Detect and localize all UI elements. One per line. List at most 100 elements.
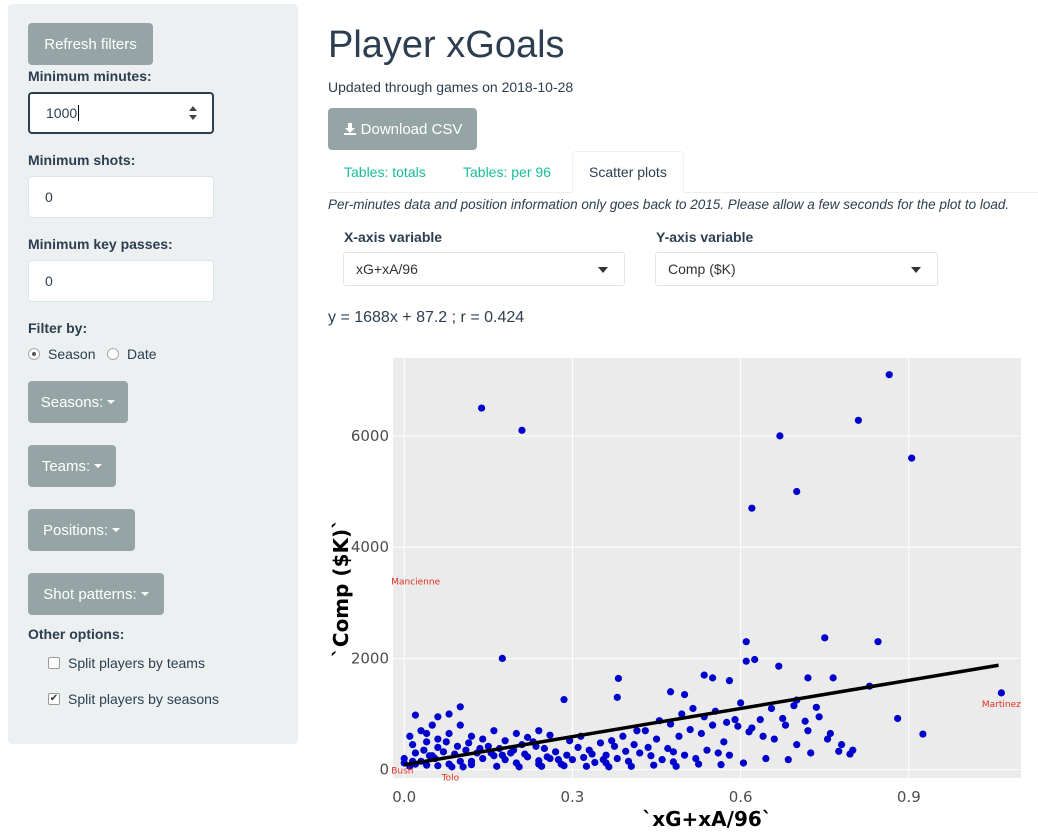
scatter-point	[885, 371, 893, 379]
scatter-point	[627, 762, 635, 770]
scatter-point	[775, 662, 783, 670]
scatter-point	[543, 753, 551, 761]
scatter-point	[680, 751, 689, 759]
scatter-point	[546, 731, 554, 739]
other-options-label: Other options:	[28, 626, 125, 642]
seasons-dropdown-button[interactable]: Seasons:	[28, 381, 128, 423]
scatter-point	[829, 674, 837, 682]
plot-panel	[393, 358, 1021, 778]
scatter-point	[465, 739, 473, 747]
y-tick-label: 0	[379, 761, 389, 779]
x-tick-label: 0.0	[392, 788, 416, 806]
scatter-point	[664, 744, 672, 753]
player-annotation: Tolo	[441, 773, 460, 783]
scatter-point	[411, 749, 420, 757]
scatter-point	[790, 702, 798, 710]
y-tick-label: 2000	[351, 649, 389, 667]
scatter-point	[720, 738, 728, 746]
split-teams-checkbox[interactable]: Split players by teams	[48, 655, 205, 671]
scatter-point	[518, 426, 526, 434]
scatter-point	[666, 688, 675, 696]
scatter-point	[563, 751, 571, 759]
scatter-point	[647, 752, 655, 760]
split-seasons-checkbox[interactable]: ✔ Split players by seasons	[48, 691, 219, 707]
filter-by-label: Filter by:	[28, 320, 88, 336]
scatter-point	[854, 416, 862, 424]
min-minutes-input[interactable]: 1000	[28, 92, 214, 134]
scatter-point	[560, 762, 568, 770]
scatter-point	[501, 737, 509, 745]
scatter-point	[669, 748, 677, 756]
scatter-point	[776, 432, 784, 440]
scatter-point	[439, 748, 448, 756]
scatter-point	[756, 715, 764, 724]
scatter-point	[535, 760, 543, 768]
scatter-point	[456, 703, 464, 711]
scatter-point	[417, 727, 425, 735]
positions-dropdown-button[interactable]: Positions:	[28, 509, 135, 551]
refresh-filters-button[interactable]: Refresh filters	[28, 23, 153, 65]
min-keypasses-input[interactable]: 0	[28, 260, 214, 302]
scatter-point	[745, 728, 753, 736]
scatter-point	[423, 738, 431, 746]
y-axis-select[interactable]: Comp ($K)	[655, 252, 938, 286]
y-axis-select-label: Y-axis variable	[656, 229, 754, 245]
scatter-point	[697, 729, 705, 738]
scatter-point	[467, 732, 476, 740]
scatter-point	[804, 674, 812, 682]
scatter-point	[596, 739, 605, 747]
radio-season[interactable]: Season	[28, 346, 95, 362]
tab-totals[interactable]: Tables: totals	[328, 151, 442, 193]
dropdown-arrow-icon	[911, 267, 921, 273]
scatter-point	[459, 763, 467, 771]
radio-date-label: Date	[127, 346, 157, 362]
sidebar-panel: Refresh filters Minimum minutes: 1000 Mi…	[8, 4, 298, 744]
player-annotation: Martinez	[982, 700, 1021, 710]
scatter-point	[793, 487, 801, 496]
radio-date[interactable]: Date	[107, 346, 157, 362]
scatter-point	[630, 741, 638, 749]
tab-totals-label: Tables: totals	[344, 164, 426, 180]
scatter-point	[734, 722, 742, 730]
scatter-point	[742, 638, 750, 646]
download-csv-button[interactable]: Download CSV	[328, 108, 477, 150]
caret-down-icon	[94, 464, 103, 468]
x-axis-select[interactable]: xG+xA/96	[343, 252, 625, 286]
scatter-point	[490, 727, 498, 735]
scatter-point	[613, 693, 621, 701]
scatter-point	[759, 732, 767, 740]
scatter-point	[602, 759, 610, 767]
scatter-point	[608, 737, 616, 745]
updated-text: Updated through games on 2018-10-28	[328, 79, 574, 95]
tab-per96[interactable]: Tables: per 96	[447, 151, 567, 193]
regression-equation: y = 1688x + 87.2 ; r = 0.424	[328, 309, 525, 326]
scatter-point	[423, 729, 431, 738]
scatter-point	[784, 756, 792, 764]
scatter-point	[846, 750, 854, 758]
scatter-point	[622, 747, 630, 755]
scatter-point	[762, 754, 770, 763]
scatter-point	[737, 699, 745, 707]
shot-patterns-dropdown-button[interactable]: Shot patterns:	[28, 573, 164, 615]
scatter-point	[770, 735, 778, 743]
scatter-point	[709, 721, 717, 729]
number-stepper[interactable]	[188, 106, 198, 120]
scatter-point	[588, 750, 596, 758]
scatter-point	[781, 721, 790, 729]
scatter-point	[498, 654, 506, 662]
radio-date-dot	[107, 348, 119, 360]
min-shots-input[interactable]: 0	[28, 176, 214, 218]
player-annotation: Mancienne	[391, 578, 440, 588]
scatter-point	[742, 657, 750, 665]
scatter-point	[644, 743, 652, 752]
tab-scatter-plots[interactable]: Scatter plots	[572, 151, 684, 193]
teams-dropdown-button[interactable]: Teams:	[28, 445, 116, 487]
tab-scatter-label: Scatter plots	[589, 164, 667, 180]
positions-label: Positions:	[42, 521, 109, 539]
scatter-point	[652, 735, 661, 743]
scatter-point	[658, 756, 666, 764]
scatter-point	[560, 695, 568, 704]
scatter-point	[619, 732, 627, 740]
scatter-point	[703, 746, 711, 754]
scatter-point	[826, 729, 834, 738]
